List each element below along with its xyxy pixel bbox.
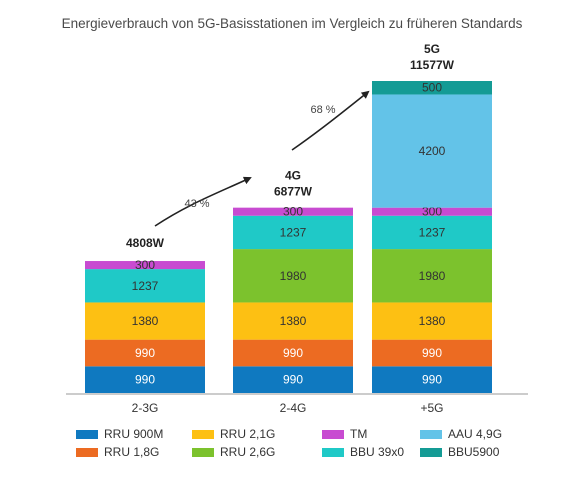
bar-value-label: 300: [283, 205, 303, 219]
total-standard-label: 4G: [285, 169, 301, 183]
bar-segment-rru-2-1g-2-3g: [85, 302, 205, 340]
bar-segment-tm-2-4g: [233, 207, 353, 216]
bar-value-label: 1980: [419, 269, 446, 283]
totals-group: 4808W 4G 6877W 5G 11577W: [126, 42, 455, 250]
bar-value-label: 300: [135, 258, 155, 272]
bar-value-label: 500: [422, 81, 442, 95]
total-standard-label: 5G: [424, 42, 440, 56]
bar-value-label: 990: [422, 373, 442, 387]
bar-value-label: 1237: [132, 279, 159, 293]
x-tick-label: +5G: [420, 401, 443, 415]
legend-label: RRU 2,6G: [220, 445, 275, 459]
bar-segment-tm-2-3g: [85, 261, 205, 270]
legend-swatch: [420, 448, 442, 457]
bar-value-label: 990: [135, 373, 155, 387]
legend-swatch: [322, 430, 344, 439]
growth-percent-label: 43 %: [184, 198, 209, 210]
bar-value-label: 1380: [132, 314, 159, 328]
bar-segment-rru-1-8g-2-4g: [233, 339, 353, 367]
bar-segment-bbu-39x0-5g: [372, 215, 492, 250]
legend: RRU 900M RRU 2,1G TM AAU 4,9G RRU 1,8G RRU 2,…: [76, 427, 502, 459]
legend-swatch: [192, 430, 214, 439]
bar-value-label: 990: [283, 346, 303, 360]
x-tick-label: 2-4G: [280, 401, 307, 415]
bar-value-label: 1380: [419, 314, 446, 328]
bar-value-label: 990: [135, 346, 155, 360]
legend-item-tm: TM: [322, 427, 367, 441]
legend-label: RRU 900M: [104, 427, 163, 441]
legend-label: AAU 4,9G: [448, 427, 502, 441]
bar-value-label: 4200: [419, 144, 446, 158]
category-labels-group: 2-3G 2-4G +5G: [132, 401, 444, 415]
bar-value-label: 300: [422, 205, 442, 219]
legend-item-bbu5900: BBU5900: [420, 445, 500, 459]
legend-swatch: [192, 448, 214, 457]
bar-segment-rru-1-8g-2-3g: [85, 339, 205, 367]
legend-swatch: [76, 430, 98, 439]
legend-label: RRU 1,8G: [104, 445, 159, 459]
bar-value-label: 990: [283, 373, 303, 387]
legend-item-rru-1-8g: RRU 1,8G: [76, 445, 159, 459]
total-power-label: 11577W: [410, 58, 455, 72]
bar-value-label: 990: [422, 346, 442, 360]
total-power-label: 4808W: [126, 236, 165, 250]
bar-segment-rru-900m-2-4g: [233, 366, 353, 393]
bar-segment-aau-4-9g-5g: [372, 94, 492, 208]
legend-item-bbu-39x0: BBU 39x0: [322, 445, 404, 459]
legend-swatch: [420, 430, 442, 439]
growth-arrow: [154, 176, 252, 227]
bar-segment-rru-900m-2-3g: [85, 366, 205, 393]
bar-segment-bbu-39x0-2-3g: [85, 269, 205, 303]
legend-label: BBU5900: [448, 445, 500, 459]
bar-value-label: 1237: [419, 225, 446, 239]
growth-arrow: [291, 90, 370, 151]
legend-swatch: [322, 448, 344, 457]
legend-label: TM: [350, 427, 367, 441]
bar-segment-rru-900m-5g: [372, 366, 492, 393]
bar-segment-bbu5900-5g: [372, 81, 492, 95]
total-power-label: 6877W: [274, 185, 313, 199]
legend-label: BBU 39x0: [350, 445, 404, 459]
bar-value-label: 1380: [280, 314, 307, 328]
legend-item-rru-2-6g: RRU 2,6G: [192, 445, 275, 459]
bar-segment-bbu-39x0-2-4g: [233, 215, 353, 250]
bar-value-label: 1237: [280, 225, 307, 239]
legend-item-rru-900m: RRU 900M: [76, 427, 163, 441]
growth-group: 43 % 68 %: [154, 90, 370, 227]
bar-segment-tm-5g: [372, 207, 492, 216]
legend-item-rru-2-1g: RRU 2,1G: [192, 427, 275, 441]
bar-segment-rru-2-6g-2-4g: [233, 249, 353, 303]
chart-title: Energieverbrauch von 5G-Basisstationen i…: [62, 16, 523, 31]
bars-group: 990 990 1380 1237 300 990 990 1380 1980 1237 300 99…: [85, 81, 492, 393]
bar-value-label: 1980: [280, 269, 307, 283]
legend-item-aau-4-9g: AAU 4,9G: [420, 427, 502, 441]
growth-percent-label: 68 %: [310, 104, 335, 116]
bar-segment-rru-2-6g-5g: [372, 249, 492, 303]
bar-segment-rru-1-8g-5g: [372, 339, 492, 367]
bar-segment-rru-2-1g-5g: [372, 302, 492, 340]
bar-segment-rru-2-1g-2-4g: [233, 302, 353, 340]
x-tick-label: 2-3G: [132, 401, 159, 415]
legend-label: RRU 2,1G: [220, 427, 275, 441]
legend-swatch: [76, 448, 98, 457]
